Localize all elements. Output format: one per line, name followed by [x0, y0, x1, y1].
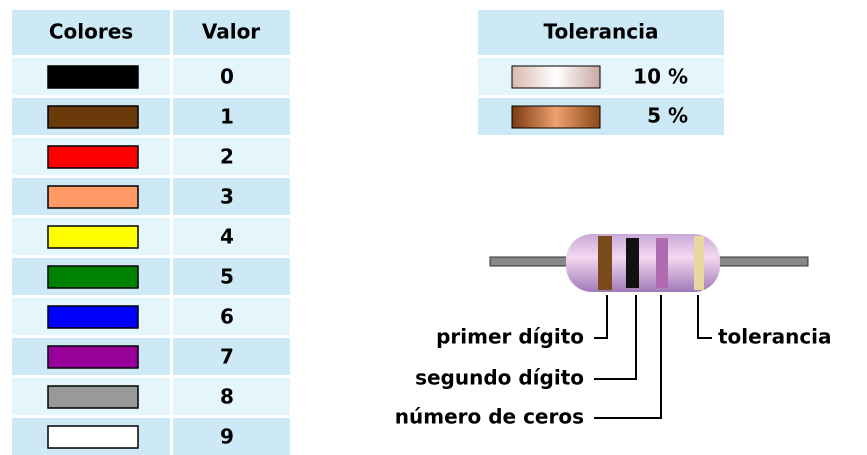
band [626, 238, 639, 288]
header-cell [478, 10, 724, 55]
swatch [47, 345, 139, 369]
cell [173, 178, 290, 215]
swatch [47, 185, 139, 209]
value: 1 [220, 105, 234, 129]
swatch [511, 105, 601, 129]
swatch [47, 305, 139, 329]
tolerance-value: 10 % [633, 65, 688, 89]
value: 3 [220, 185, 234, 209]
label: primer dígito [436, 325, 584, 349]
band [656, 238, 668, 288]
leaders [594, 295, 712, 419]
label: segundo dígito [415, 366, 584, 390]
swatch [47, 105, 139, 129]
cell [173, 378, 290, 415]
value: 2 [220, 145, 234, 169]
value: 5 [220, 265, 234, 289]
cell [173, 338, 290, 375]
value: 7 [220, 345, 234, 369]
cell [173, 218, 290, 255]
swatch [47, 65, 139, 89]
value: 0 [220, 65, 234, 89]
swatch [47, 425, 139, 449]
swatch [47, 225, 139, 249]
cell [173, 298, 290, 335]
header-cell [173, 10, 290, 55]
color-table: Colores Valor 0 1 2 3 4 5 6 7 8 9 [12, 10, 290, 455]
value: 6 [220, 305, 234, 329]
band [694, 236, 704, 290]
cell [173, 418, 290, 455]
resistor: primer dígito segundo dígito número de c… [395, 234, 832, 429]
tolerance-table: Tolerancia 10 % 5 % [478, 10, 724, 135]
cell [173, 58, 290, 95]
header: Colores [49, 20, 133, 44]
swatch [47, 145, 139, 169]
cell [173, 258, 290, 295]
header-cell [12, 10, 170, 55]
header: Valor [202, 20, 260, 44]
swatch [47, 385, 139, 409]
cell [173, 98, 290, 135]
swatch [47, 265, 139, 289]
tolerance-value: 5 % [647, 104, 688, 128]
label: número de ceros [395, 405, 584, 429]
cell [173, 138, 290, 175]
swatch [511, 65, 601, 89]
value: 8 [220, 385, 234, 409]
band [598, 236, 612, 290]
label: tolerancia [718, 325, 832, 349]
value: 9 [220, 425, 234, 449]
value: 4 [220, 225, 234, 249]
header: Tolerancia [544, 20, 659, 44]
